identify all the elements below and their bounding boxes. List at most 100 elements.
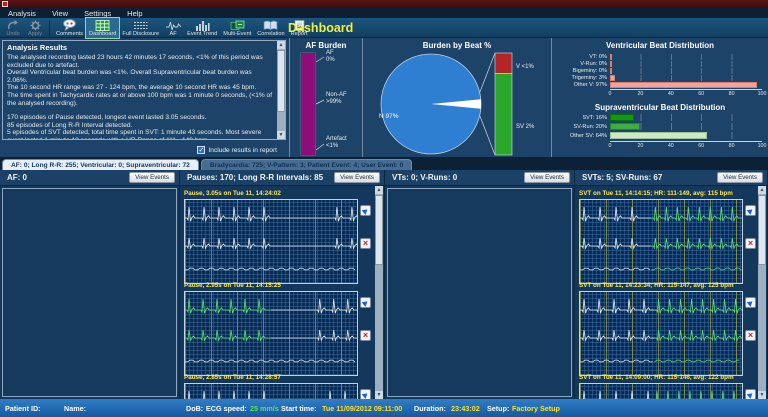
include-results-checkbox[interactable]: ✓ [197,146,206,154]
vt-panel-title: VTs: 0; V-Runs: 0 [392,173,458,182]
burden-by-beat-title: Burden by Beat % [422,41,492,50]
dob-label: DoB: [186,404,204,413]
setup-label: Setup: [487,404,510,413]
view-events-button-svt[interactable]: View Events [717,172,763,183]
tab-events-secondary[interactable]: Bradycardia: 725; V-Pattern: 3; Patient … [200,159,413,170]
scroll-up-icon[interactable]: ▲ [375,186,383,194]
scroll-up-icon[interactable]: ▲ [277,41,285,49]
svt-events-panel: SVTs: 5; SV-Runs: 67 View Events SVT on … [575,170,768,399]
event-trend-button[interactable]: Event Trend [184,18,220,38]
ecg-strip-svt-1[interactable]: SVT on Tue 11, 14:14:15; HR: 111-149, av… [579,188,767,284]
ecg-strip-pause-2[interactable]: Pause, 2.95s on Tue 11, 14:15:25 × [184,280,384,376]
dashboard-button[interactable]: Dashboard [85,16,121,39]
include-results-row: ✓ Include results in report [197,146,277,154]
af-panel-header: AF: 0 View Events [0,170,179,186]
analysis-line: 5 episodes of SVT detected, total time s… [7,129,262,139]
af-button[interactable]: AF [162,18,184,38]
ecg-strip-pause-1[interactable]: Pause, 3.05s on Tue 11, 14:24:02 × [184,188,384,284]
tab-events-primary[interactable]: AF: 0; Long R-R: 255; Ventricular: 0; Su… [2,159,199,170]
start-time-label: Start time: [281,404,317,413]
promote-event-icon[interactable] [745,389,756,399]
ecg-strip-pause-3[interactable]: Pause, 2.85s on Tue 11, 14:28:57 × [184,372,384,399]
af-burden-title: AF Burden [305,41,347,50]
promote-event-icon[interactable] [360,297,371,308]
toolbar-separator [49,19,50,36]
scrollbar-thumb[interactable] [758,195,766,265]
delete-event-icon[interactable]: × [745,238,756,249]
scrollbar-thumb[interactable] [277,50,285,112]
ventricular-distribution-title: Ventricular Beat Distribution [605,41,715,50]
svt-panel-title: SVTs: 5; SV-Runs: 67 [582,173,663,182]
menu-view[interactable]: View [51,8,69,18]
af-events-list-empty [2,188,177,397]
multi-event-button[interactable]: Multi-Event [220,18,254,38]
analysis-results-text: The analysed recording lasted 23 hours 4… [3,54,285,139]
setup-value: Factory Setup [512,404,560,413]
view-events-button-vt[interactable]: View Events [524,172,570,183]
promote-event-icon[interactable] [360,389,371,399]
analysis-line: 170 episodes of Pause detected, longest … [7,114,207,122]
ecg-grid [184,383,358,399]
vt-events-panel: VTs: 0; V-Runs: 0 View Events [385,170,575,399]
beat-distribution-panel: Ventricular Beat Distribution VT: 0% V-R… [551,38,768,157]
vt-events-list-empty [387,188,572,397]
scrollbar-thumb[interactable] [375,195,383,265]
bar-trigeminy [610,75,615,81]
promote-event-icon[interactable] [745,297,756,308]
start-time-value: Tue 11/09/2012 09:11:00 [322,404,403,413]
toolbar: Undo Apply Comments Dashboard Full Discl… [0,16,768,39]
pauses-events-panel: Pauses: 170; Long R-R Intervals: 85 View… [180,170,385,399]
view-events-button-pauses[interactable]: View Events [334,172,380,183]
event-panels-row: AF: 0 View Events Pauses: 170; Long R-R … [0,170,768,399]
name-label: Name: [64,404,86,413]
menu-analysis[interactable]: Analysis [8,8,36,18]
duration-label: Duration: [414,404,446,413]
ecg-strip-svt-3[interactable]: SVT on Tue 11, 14:09:00; HR: 115-146, av… [579,372,767,399]
pauses-events-list: Pause, 3.05s on Tue 11, 14:24:02 × Pause… [180,186,384,399]
menu-help[interactable]: Help [127,8,143,18]
window-titlebar[interactable] [0,0,768,8]
apply-button[interactable]: Apply [24,18,46,38]
delete-event-icon[interactable]: × [360,238,371,249]
promote-event-icon[interactable] [745,205,756,216]
scroll-down-icon[interactable]: ▼ [277,131,285,139]
ecg-grid [579,291,743,376]
view-events-button-af[interactable]: View Events [129,172,175,183]
undo-button[interactable]: Undo [2,18,24,38]
gear-icon [28,19,43,31]
af-burden-bar [300,52,316,156]
vt-panel-header: VTs: 0; V-Runs: 0 View Events [385,170,574,186]
pauses-scrollbar[interactable]: ▲ ▼ [375,186,383,399]
ecg-strip-svt-2[interactable]: SVT on Tue 11, 14:23:34; HR: 115-147, av… [579,280,767,376]
comment-bubble-icon [62,18,77,31]
burden-by-beat-chart: Burden by Beat % N 97% V <1% SV 2% [363,38,551,157]
duration-value: 23:43:02 [451,404,480,413]
full-disclosure-button[interactable]: Full Disclosure [119,18,162,38]
bar-svt [610,114,635,121]
svt-events-list: SVT on Tue 11, 14:14:15; HR: 111-149, av… [575,186,767,399]
menu-settings[interactable]: Settings [84,8,112,18]
af-burden-label-af: AF 0% [326,50,335,63]
scroll-down-icon[interactable]: ▼ [758,391,766,399]
af-burden-chart: AF Burden AF 0% Non-AF >99% Artefact <1% [289,38,363,157]
ecg-grid [184,199,359,284]
analysis-line: Overall Ventricular beat burden was <1%.… [7,69,252,84]
delete-event-icon[interactable]: × [745,330,756,341]
delete-event-icon[interactable]: × [360,330,371,341]
event-trend-chart-icon [195,19,210,31]
svt-panel-header: SVTs: 5; SV-Runs: 67 View Events [575,170,767,186]
bar-svrun [610,123,641,130]
scroll-up-icon[interactable]: ▲ [758,186,766,194]
ecg-grid [184,291,358,376]
comments-button[interactable]: Comments [53,18,86,38]
analysis-scrollbar[interactable]: ▲ ▼ [277,41,285,139]
analysis-results-title: Analysis Results [7,43,68,52]
scroll-down-icon[interactable]: ▼ [375,391,383,399]
svt-scrollbar[interactable]: ▲ ▼ [758,186,766,399]
correlation-button[interactable]: Correlation [254,18,287,38]
supraventricular-distribution-title: Supraventricular Beat Distribution [594,103,726,112]
bar-bigeminy [610,68,612,74]
report-button[interactable]: Report [288,18,311,38]
promote-event-icon[interactable] [360,205,371,216]
af-panel-title: AF: 0 [7,173,27,182]
